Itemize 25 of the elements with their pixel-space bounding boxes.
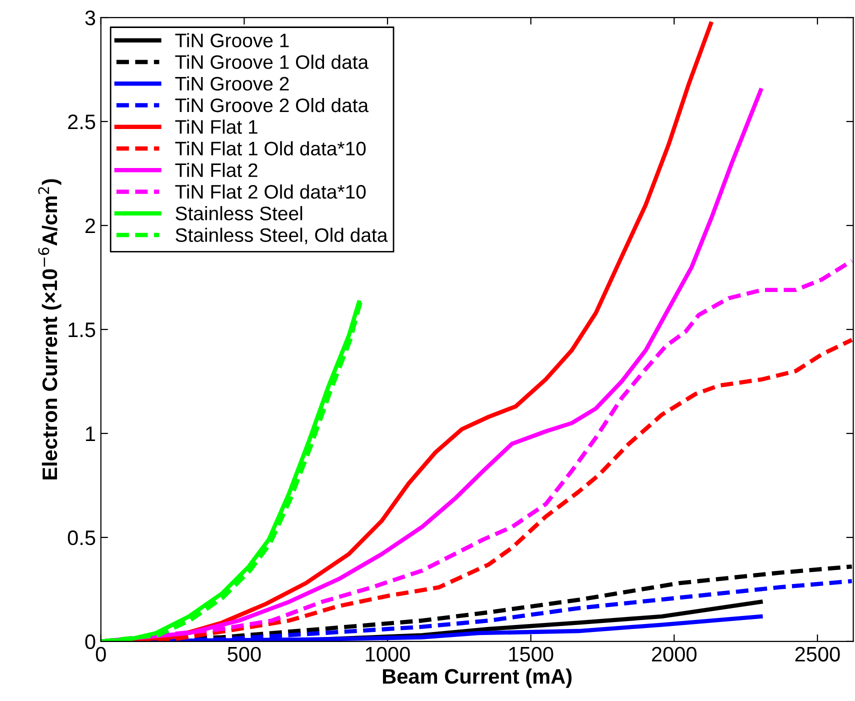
x-tick-label: 500 [228,646,261,662]
x-tick-label: 2500 [795,646,840,662]
y-tick-label: 2.5 [68,114,96,130]
legend-label: TiN Flat 1 Old data*10 [175,141,366,156]
legend-label: Stainless Steel, Old data [176,228,388,244]
y-tick-label: 0.5 [68,530,96,546]
legend-label: TiN Groove 1 [175,33,289,48]
y-tick-label: 2 [85,218,95,234]
x-axis-title: Beam Current (mA) [382,668,572,688]
y-tick-label: 0 [85,634,96,650]
legend-label: TiN Groove 1 Old data [175,54,369,69]
legend-label: Stainless Steel [176,206,302,220]
x-tick-label: 1000 [366,646,410,662]
y-axis-title: Electron Current (×10$^{−6}$A/cm$^{2}$) [38,179,62,480]
legend-label: TiN Flat 1 [175,120,258,134]
x-tick-label: 1500 [509,646,554,662]
legend-label: TiN Groove 2 [175,76,289,91]
y-tick-label: 1.5 [68,322,96,338]
legend-label: TiN Flat 2 Old data*10 [175,184,366,199]
x-tick-label: 0 [96,646,106,662]
y-tick-label: 3 [85,10,96,26]
x-tick-label: 2000 [652,646,697,662]
legend-label: TiN Flat 2 [175,162,258,178]
legend-label: TiN Groove 2 Old data [175,98,369,112]
y-tick-label: 1 [86,426,96,441]
